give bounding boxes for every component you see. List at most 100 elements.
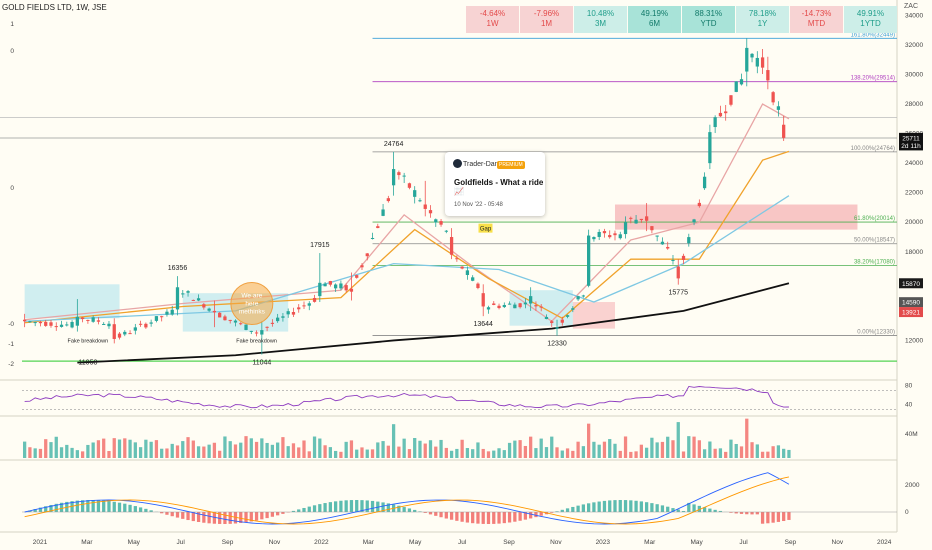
candle-body [270,322,275,324]
volume-bar [702,449,707,458]
macd-histogram-bar [539,512,543,516]
macd-histogram-bar [460,512,464,522]
volume-bar [565,448,570,458]
macd-histogram-bar [529,512,533,519]
candle [386,195,390,203]
candle-body [560,319,564,323]
volume-bar [223,436,227,458]
volume-bar [302,440,306,458]
left-scale-tick: 1 [10,21,14,28]
candle [782,115,786,141]
x-tick-label: Nov [269,539,281,546]
candle [181,290,185,298]
macd-histogram-bar [687,502,691,512]
macd-histogram-bar [318,504,322,512]
candle-body [724,111,728,114]
candle-body [534,305,538,307]
candle-body [312,297,317,302]
macd-histogram-bar [133,506,137,512]
macd-histogram-bar [718,510,723,512]
macd-histogram-bar [476,512,480,524]
volume-bar [650,437,654,458]
volume-bar [307,451,311,458]
volume-bar [202,446,206,458]
idea-title[interactable]: Goldfields - What a ride 📈 [454,178,544,196]
candle [697,199,701,208]
price-label: 24764 [384,141,404,148]
volume-bar [38,448,43,458]
candle-body [49,322,53,326]
macd-histogram-bar [787,512,791,520]
candle-body [33,322,37,324]
price-badge [899,307,923,318]
candle [207,307,211,313]
perf-period: 1Y [757,19,768,28]
idea-author[interactable]: Trader-Dan [463,161,499,168]
perf-cell-6m: 49.19% 6M [628,6,681,33]
candle-body [133,327,137,331]
left-scale-tick: 0 [10,185,14,192]
macd-histogram-bar [107,501,111,512]
perf-value: 10.48% [586,9,615,18]
macd-histogram-bar [381,502,385,512]
candle-body [349,288,354,292]
macd-histogram-bar [244,512,248,523]
volume-bar [80,451,85,458]
macd-histogram-bar [608,500,612,512]
candle [49,320,53,328]
volume-bar [54,436,58,458]
idea-card[interactable]: Trader-Dan PREMIUM Goldfields - What a r… [445,152,545,216]
candle [702,172,707,190]
candle [655,235,659,242]
candle [539,304,543,312]
volume-bar [471,449,475,458]
candle-body [402,175,406,177]
macd-histogram-bar [191,512,195,522]
volume-bar [560,450,564,458]
macd-histogram-bar [692,504,696,512]
candle [481,284,485,317]
candle [560,316,564,326]
candle [339,280,343,291]
volume-bar [144,439,148,458]
y-tick-label: 22000 [905,190,923,197]
macd-histogram-bar [434,512,438,516]
price-label: 11044 [252,360,271,367]
volume-bar [265,442,269,458]
candle [592,236,596,242]
volume-bar [613,443,617,458]
candle [660,237,665,245]
volume-bar [228,441,232,458]
volume-bar [28,447,32,458]
x-tick-label: Jul [739,539,748,546]
candle [476,282,480,290]
macd-histogram-bar [386,503,390,512]
candle-body [555,327,559,329]
candle-body [544,316,549,320]
candle [544,314,549,320]
macd-histogram-bar [523,512,528,520]
candle-body [687,237,691,244]
candle [302,301,306,310]
candle [676,259,680,285]
volume-bar [355,449,359,458]
volume-bar [318,438,322,458]
volume-bar [349,440,354,458]
x-tick-label: Mar [81,539,93,546]
macd-histogram-bar [328,502,332,512]
macd-histogram-bar [455,512,459,521]
macd-histogram-bar [128,504,132,512]
volume-bar [608,439,612,458]
candle [149,319,153,327]
candle-body [276,317,280,322]
perf-cell-1m: -7.96% 1M [520,6,573,33]
macd-histogram-bar [307,506,311,512]
fib-level-label: 138.20%(29514) [851,76,895,82]
fib-level-label: 61.80%(20014) [854,216,895,222]
macd-histogram-bar [175,512,180,518]
left-scale-tick: 0 [10,48,14,55]
volume-bar [170,443,174,458]
candle [639,218,643,223]
y-tick-label: 24000 [905,160,923,167]
